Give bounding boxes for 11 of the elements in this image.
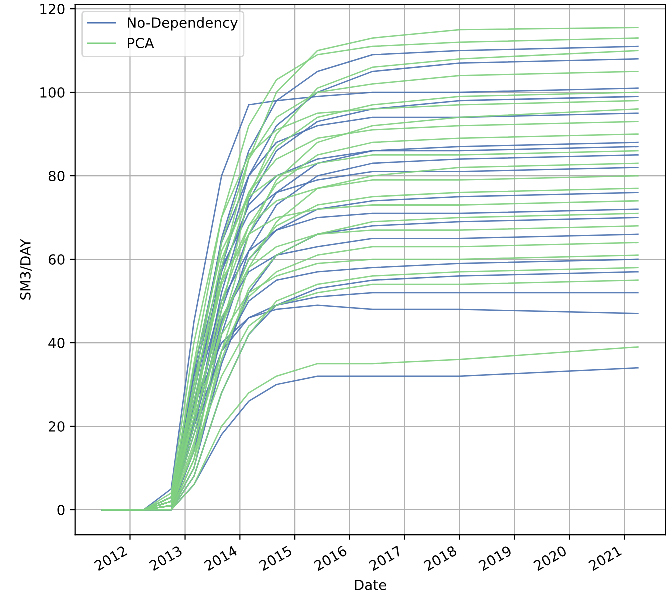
y-tick-label: 80 bbox=[48, 170, 65, 182]
y-tick-label: 0 bbox=[58, 504, 65, 516]
y-axis-title: SM3/DAY bbox=[20, 239, 32, 300]
y-tick-label: 60 bbox=[48, 254, 65, 265]
y-tick-label: 120 bbox=[40, 4, 65, 15]
y-tick-label: 40 bbox=[48, 338, 65, 348]
y-tick-label: 20 bbox=[48, 421, 65, 432]
legend-label: PCA bbox=[128, 38, 154, 48]
y-tick-label: 100 bbox=[40, 88, 65, 98]
legend-label: No-Dependency bbox=[128, 17, 238, 31]
x-axis-title: Date bbox=[355, 580, 386, 590]
